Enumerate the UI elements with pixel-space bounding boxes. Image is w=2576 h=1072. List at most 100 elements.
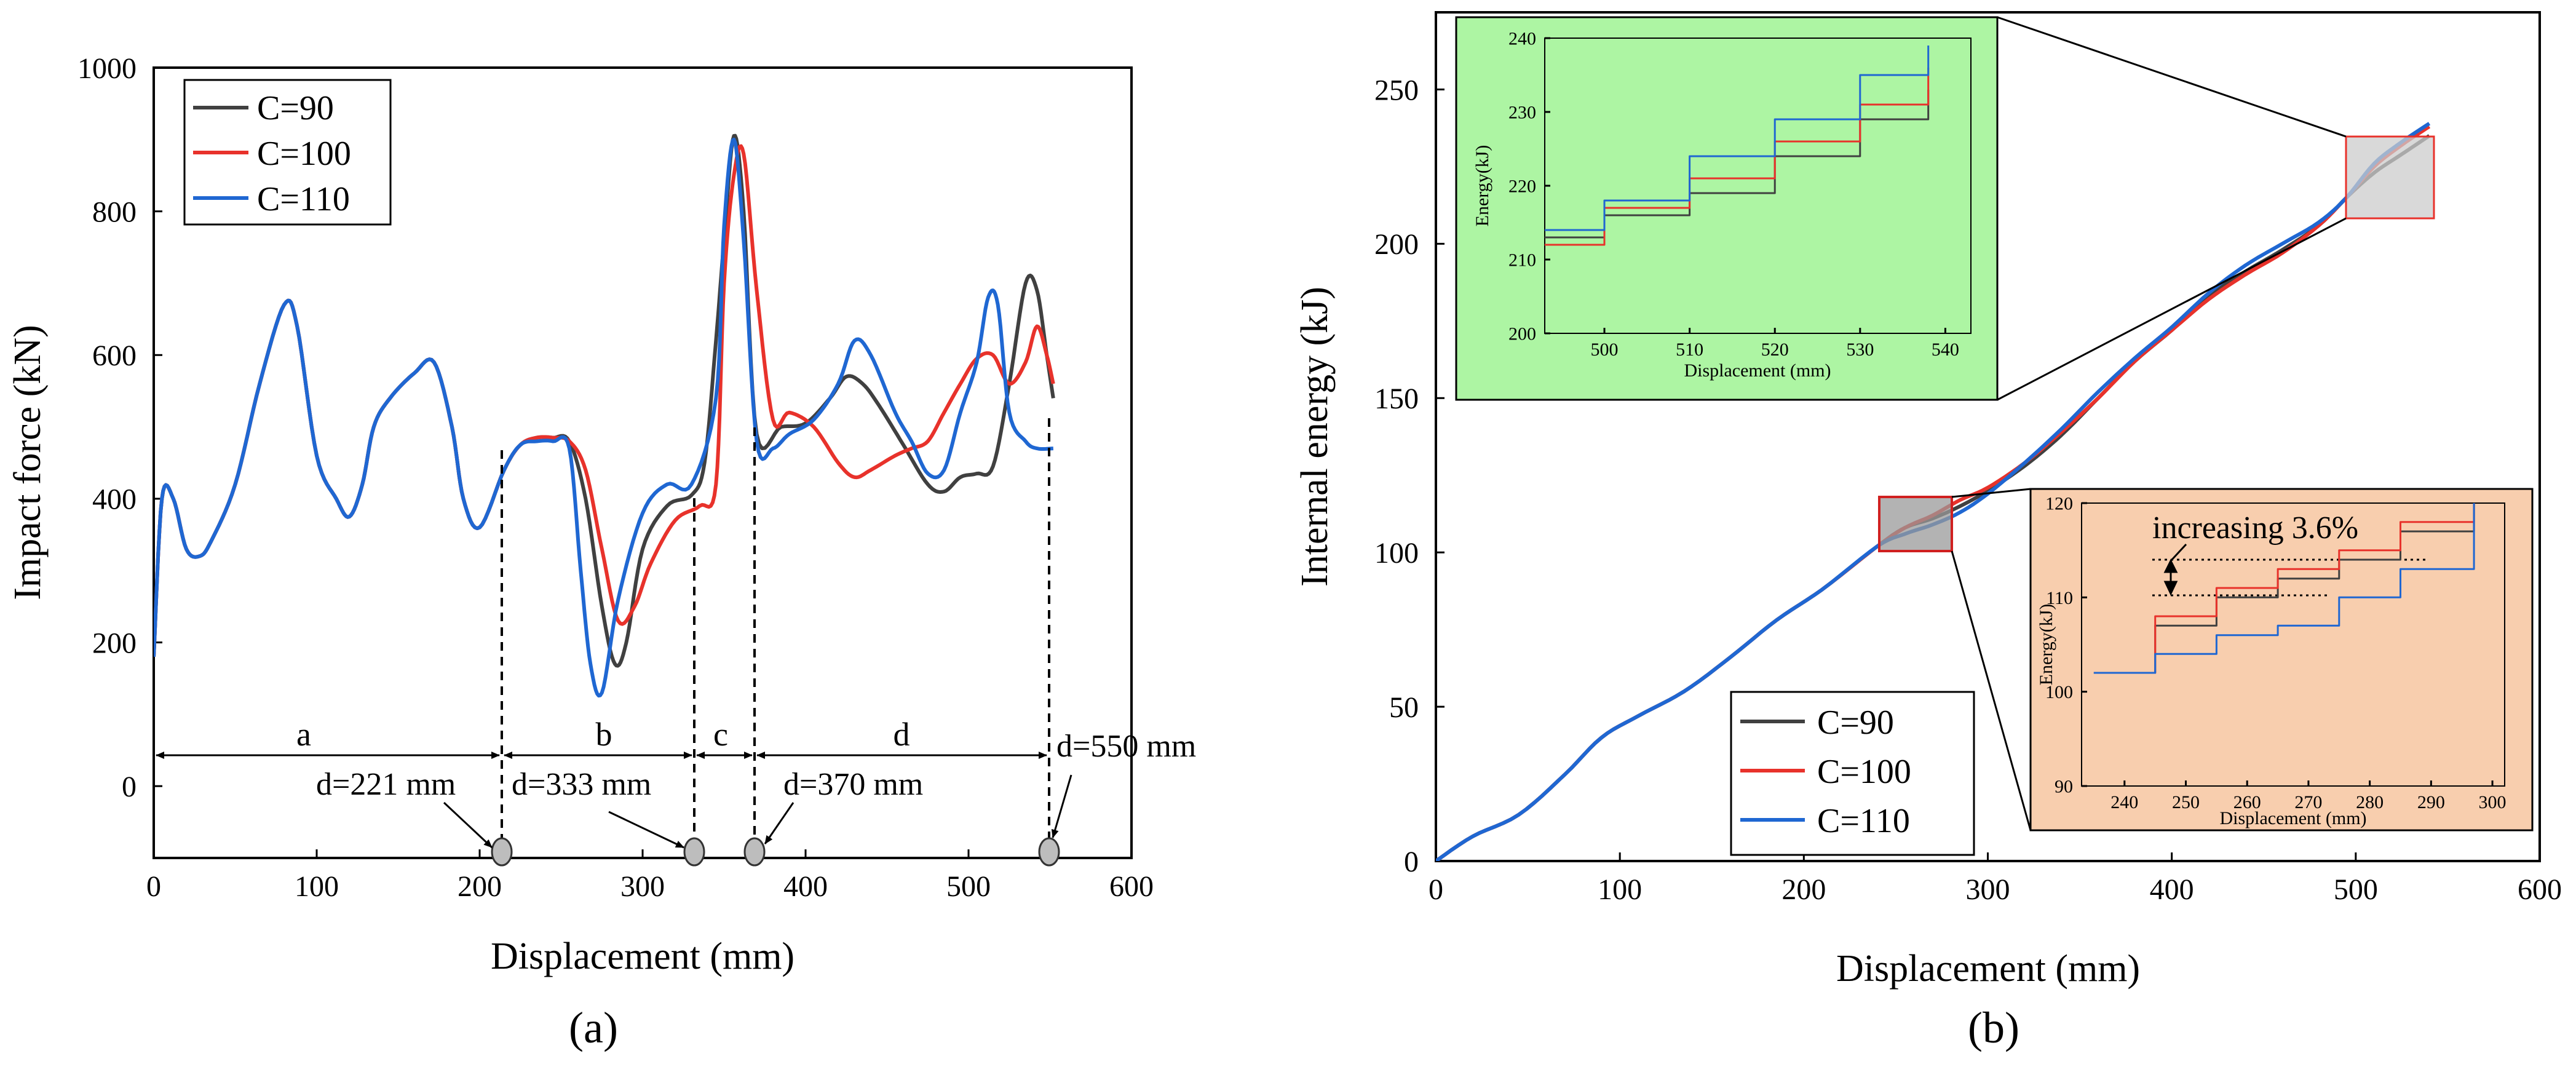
zoom-region-upper [2345,135,2435,220]
panel-b-y-tick-label-100: 100 [1374,537,1419,570]
panel-b-y-tick-label-50: 50 [1389,691,1419,724]
panel-b-x-tick-label-100: 100 [1598,873,1642,906]
inset-upper-y-tick-label-200: 200 [1508,324,1536,344]
panel-b-label: (b) [1968,1003,2019,1052]
panel-a-impact-force-chart: 0 100 200 300 400 500 600 0 200 400 600 800 1000 a b [7,52,1196,1052]
panel-a-x-tick-label-400: 400 [783,870,828,903]
inset-lower-increase-arrow-head-down [2163,581,2178,596]
panel-a-x-axis-title: Displacement (mm) [491,935,795,977]
panel-a-y-tick-label-800: 800 [92,196,137,228]
panel-a-x-tick-label-600: 600 [1109,870,1154,903]
inset-lower-x-tick-label-270: 270 [2294,792,2322,812]
panel-a-y-tick-label-400: 400 [92,483,137,516]
inset-upper-x-tick-label-540: 540 [1932,339,1959,360]
panel-a-x-tick-label-0: 0 [146,870,161,903]
panel-b-legend: C=90 C=100 C=110 [1730,691,1975,856]
connector-lower-top [1951,488,2031,498]
panel-a-series [154,133,1055,698]
panel-b-x-tick-label-300: 300 [1966,873,2010,906]
inset-lower-x-tick-label-290: 290 [2417,792,2445,812]
inset-upper-y-tick-label-240: 240 [1508,29,1536,49]
marker-221 [491,837,513,867]
marker-370 [743,837,766,867]
panel-a-x-tick-label-100: 100 [295,870,339,903]
inset-lower-y-tick-label-100: 100 [2045,682,2073,702]
panel-b-y-tick-label-0: 0 [1404,846,1419,878]
panel-a-y-tick-label-1000: 1000 [77,52,137,85]
panel-a-x-tick-label-500: 500 [946,870,991,903]
panel-b-y-axis-title: Internal energy (kJ) [1294,287,1336,587]
inset-upper-x-axis-title: Displacement (mm) [1684,360,1831,381]
inset-lower: 240 250 260 270 280 290 300 90 100 110 120 increas… [2029,488,2534,832]
inset-lower-background [2029,488,2534,832]
segment-label-c: c [713,716,728,753]
inset-lower-series-line-c110 [2093,503,2475,674]
inset-lower-x-tick-label-300: 300 [2479,792,2507,812]
legend-label-c110: C=110 [257,180,350,218]
panel-b-series-line-c110 [1436,122,2431,861]
panel-a-markers [491,837,1060,867]
inset-lower-y-axis-title: Energy(kJ) [2036,604,2056,686]
panel-a-ticks: 0 100 200 300 400 500 600 0 200 400 600 800 1000 [77,52,1154,903]
panel-b-x-tick-label-400: 400 [2150,873,2194,906]
segment-label-a: a [296,716,311,753]
legend-b-label-c90: C=90 [1817,704,1894,742]
legend-label-c100: C=100 [257,135,351,173]
inset-upper-background [1455,16,1999,401]
inset-upper-x-tick-label-510: 510 [1676,339,1703,360]
segment-label-d: d [894,716,910,753]
panel-b-x-tick-label-500: 500 [2334,873,2378,906]
inset-upper-ticks: 500 510 520 530 540 200 210 220 230 240 [1508,29,1959,360]
panel-b-y-tick-label-200: 200 [1374,228,1419,261]
pointer-550 [1051,774,1072,838]
inset-lower-increase-leader [2170,543,2187,562]
inset-lower-y-tick-label-120: 120 [2045,494,2073,514]
inset-upper-y-axis-title: Energy(kJ) [1472,145,1492,227]
marker-333 [683,837,705,867]
inset-lower-x-tick-label-260: 260 [2233,792,2261,812]
panel-b-legend-box [1730,691,1975,856]
inset-lower-x-axis-title: Displacement (mm) [2219,808,2366,828]
marker-label-550: d=550 mm [1056,729,1196,764]
segment-label-b: b [596,716,612,753]
panel-a-y-axis-title: Impact force (kN) [7,325,49,600]
legend-b-label-c110: C=110 [1817,802,1910,840]
panel-b-x-tick-label-200: 200 [1781,873,1826,906]
inset-lower-plot-frame [2081,502,2505,787]
inset-upper: 500 510 520 530 540 200 210 220 230 240 Displacem… [1455,16,1999,401]
inset-lower-y-tick-label-110: 110 [2046,588,2073,608]
marker-label-333: d=333 mm [512,767,651,802]
inset-lower-increase-arrow [2163,543,2187,596]
panel-a-series-line-c110 [154,137,1054,698]
connector-upper-top [1997,16,2347,138]
inset-lower-ticks: 240 250 260 270 280 290 300 90 100 110 120 [2045,494,2507,813]
panel-b-ticks: 0 100 200 300 400 500 600 0 50 100 150 200 250 [1374,74,2562,906]
inset-upper-x-tick-label-500: 500 [1591,339,1619,360]
panel-a-label: (a) [569,1003,618,1052]
marker-550 [1038,837,1060,867]
pointer-221 [443,801,493,849]
inset-upper-x-tick-label-530: 530 [1846,339,1874,360]
inset-lower-series-line-c100 [2093,503,2475,674]
inset-upper-series-line-c110 [1545,46,1930,231]
inset-lower-x-tick-label-280: 280 [2356,792,2384,812]
inset-lower-series [2093,503,2475,674]
inset-lower-x-tick-label-250: 250 [2172,792,2200,812]
zoom-region-lower [1878,496,1953,552]
panel-a-x-tick-label-200: 200 [458,870,502,903]
panel-b-y-tick-label-250: 250 [1374,74,1419,106]
inset-upper-x-tick-label-520: 520 [1761,339,1789,360]
legend-label-c90: C=90 [257,89,334,127]
inset-upper-y-tick-label-210: 210 [1508,250,1536,271]
inset-upper-series [1545,46,1930,246]
panel-b-y-tick-label-150: 150 [1374,383,1419,415]
panel-a-y-tick-label-0: 0 [122,771,137,803]
panel-a-legend: C=90 C=100 C=110 [183,79,392,226]
connector-upper-bottom [1997,217,2347,401]
pointer-333 [608,811,684,849]
zoom-connectors [1951,16,2347,831]
connector-lower-bottom [1951,550,2032,831]
panel-a-marker-pointers [443,774,1072,849]
legend-b-label-c100: C=100 [1817,753,1911,791]
inset-lower-y-tick-label-90: 90 [2055,777,2073,797]
